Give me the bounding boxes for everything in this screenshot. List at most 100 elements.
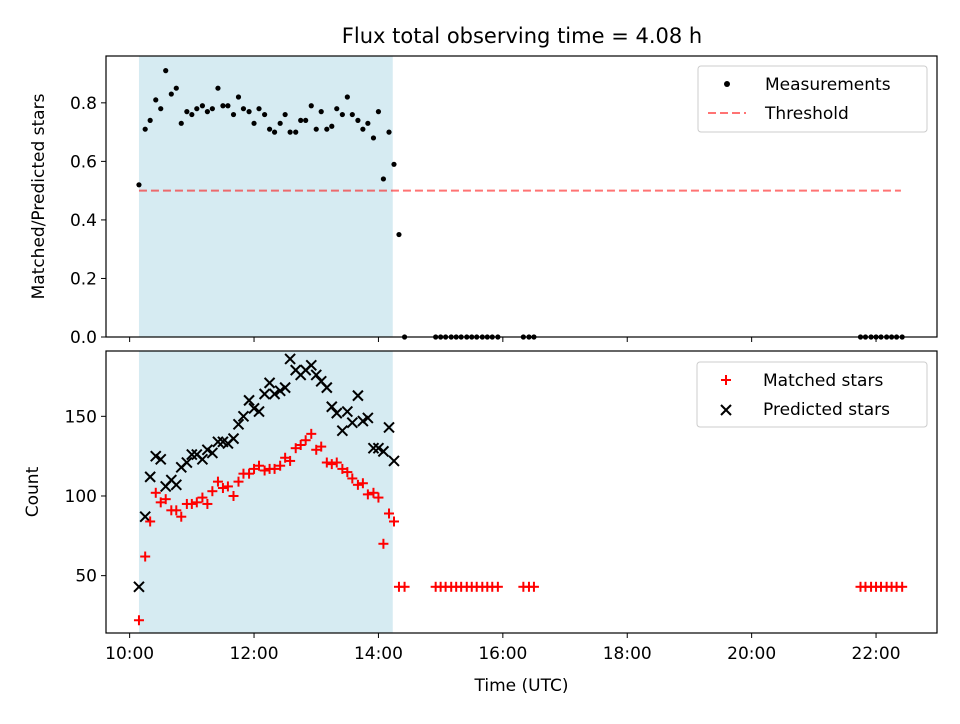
- measurement-point: [246, 109, 252, 115]
- measurement-point: [147, 117, 153, 123]
- measurement-point: [334, 106, 340, 112]
- cross-stroke-b: [227, 432, 240, 445]
- x-tick-label: 18:00: [603, 644, 652, 664]
- predicted-stars-legend-marker: [720, 404, 732, 416]
- matched-stars-legend-marker: [721, 375, 731, 385]
- predicted-star-marker: [321, 381, 333, 394]
- x-tick-label: 22:00: [852, 644, 901, 664]
- measurement-point: [355, 117, 361, 123]
- measurement-point: [173, 85, 179, 91]
- y-tick-label: 0.8: [70, 94, 97, 114]
- cross-stroke-b: [720, 404, 732, 416]
- predicted-star-marker: [170, 479, 182, 491]
- measurement-point: [204, 109, 210, 115]
- predicted-star-marker: [186, 448, 198, 461]
- measurement-point: [256, 106, 262, 112]
- predicted-star-marker: [346, 416, 359, 429]
- matched-star-marker: [160, 494, 171, 505]
- matched-star-marker: [171, 505, 182, 516]
- predicted-star-marker: [341, 405, 354, 418]
- cross-stroke-b: [279, 381, 291, 394]
- predicted-star-marker: [237, 410, 250, 423]
- predicted-star-marker: [388, 455, 400, 467]
- y-tick-label: 0.2: [70, 269, 97, 289]
- predicted-star-marker: [258, 388, 271, 400]
- predicted-star-marker: [383, 421, 395, 434]
- cross-stroke-b: [196, 453, 209, 466]
- measurement-point: [349, 111, 355, 118]
- legend-cross: [720, 404, 732, 416]
- matched-star-marker: [321, 457, 332, 468]
- measurement-point: [282, 111, 288, 118]
- predicted-star-marker: [133, 581, 145, 593]
- threshold-legend-label: Threshold: [764, 104, 849, 124]
- predicted-star-marker: [201, 444, 214, 456]
- matched-star-marker: [259, 465, 270, 476]
- predicted-star-marker: [212, 436, 224, 448]
- predicted-star-markers: [133, 353, 400, 593]
- matched-star-marker: [326, 459, 337, 470]
- y-tick-label: 0.6: [70, 152, 97, 172]
- predicted-stars-legend-label: Predicted stars: [763, 400, 890, 420]
- x-tick-label: 12:00: [230, 644, 279, 664]
- measurement-point: [396, 231, 402, 238]
- measurement-point: [199, 103, 206, 109]
- matched-star-marker: [269, 463, 280, 474]
- cross-stroke-b: [139, 510, 151, 523]
- measurement-point: [230, 111, 237, 118]
- matched-star-marker: [145, 516, 156, 527]
- cross-stroke-b: [315, 375, 327, 387]
- measurement-point: [375, 109, 382, 115]
- x-tick-label: 16:00: [478, 644, 527, 664]
- cross-stroke-b: [201, 444, 214, 456]
- measurements-legend-label: Measurements: [765, 75, 891, 95]
- matched-stars-legend-label: Matched stars: [763, 371, 883, 391]
- measurement-point: [329, 123, 335, 129]
- legend-plus: [721, 375, 731, 385]
- matched-star-marker: [186, 498, 197, 509]
- measurement-point: [189, 111, 195, 118]
- cross-stroke-b: [217, 436, 229, 448]
- measurement-point: [153, 97, 159, 103]
- cross-stroke-b: [377, 445, 390, 458]
- cross-stroke-b: [362, 412, 374, 424]
- cross-stroke-b: [258, 388, 271, 400]
- matched-star-marker: [528, 581, 539, 592]
- predicted-star-marker: [263, 377, 276, 389]
- matched-star-marker: [897, 581, 908, 592]
- matched-star-marker: [368, 487, 379, 498]
- measurement-point: [303, 117, 309, 123]
- measurement-point: [386, 129, 392, 135]
- predicted-star-marker: [232, 418, 245, 430]
- matched-star-markers: [133, 428, 908, 626]
- ratio-legend: Measurements Threshold: [697, 65, 928, 133]
- matched-star-marker: [492, 581, 503, 592]
- predicted-star-marker: [336, 424, 349, 437]
- cross-stroke-b: [191, 448, 203, 461]
- matched-star-marker: [140, 551, 151, 562]
- measurement-point: [220, 103, 226, 109]
- measurement-point: [277, 120, 283, 126]
- cross-stroke-b: [352, 389, 364, 402]
- cross-stroke-b: [155, 453, 167, 466]
- matched-star-marker: [300, 435, 311, 446]
- ratio-legend-box: [697, 65, 928, 133]
- cross-stroke-b: [232, 418, 245, 430]
- measurement-point: [262, 111, 268, 118]
- matched-star-marker: [222, 481, 233, 492]
- predicted-star-marker: [206, 447, 219, 459]
- cross-stroke-b: [263, 377, 276, 389]
- measurement-point: [178, 120, 184, 126]
- matched-star-marker: [244, 468, 255, 479]
- measurement-point: [215, 85, 221, 91]
- measurement-point: [365, 120, 371, 126]
- matched-star-marker: [197, 492, 208, 503]
- matched-star-marker: [176, 511, 187, 522]
- ratio-x-ticks: [129, 337, 877, 342]
- predicted-star-marker: [181, 456, 193, 469]
- matched-star-marker: [207, 486, 218, 497]
- measurement-point: [308, 103, 314, 109]
- matched-star-marker: [295, 440, 306, 450]
- cross-stroke-b: [268, 388, 281, 400]
